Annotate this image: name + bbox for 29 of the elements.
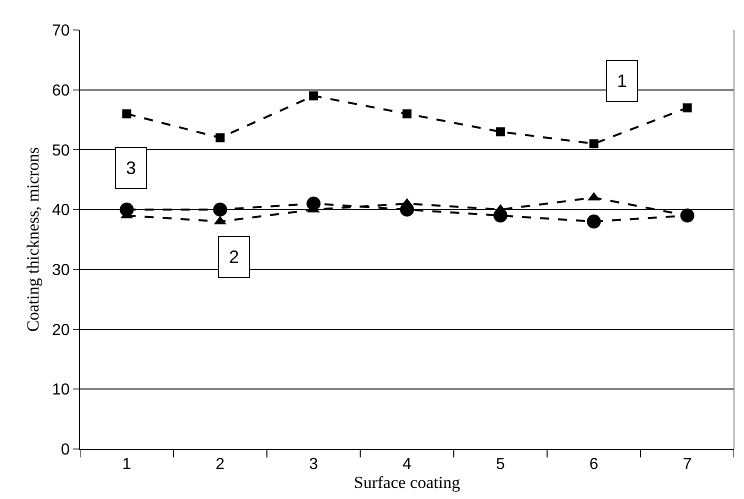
x-tick-label: 1 — [122, 456, 132, 474]
x-axis-title: Surface coating — [354, 473, 461, 492]
series-label: 3 — [126, 158, 136, 178]
y-tick-label: 60 — [52, 82, 70, 100]
y-axis-title: Coating thickness, microns — [24, 147, 43, 332]
series-label: 2 — [229, 247, 240, 267]
y-tick-label: 0 — [60, 442, 70, 459]
point — [402, 109, 412, 118]
point — [309, 91, 318, 100]
x-tick-label: 6 — [589, 456, 598, 474]
y-tick-label: 40 — [52, 202, 70, 220]
point — [216, 133, 225, 142]
point — [213, 202, 228, 217]
x-tick-label: 3 — [309, 456, 318, 474]
x-tick-label: 2 — [216, 456, 225, 474]
y-tick-label: 70 — [52, 22, 70, 40]
y-tick-label: 30 — [52, 262, 70, 280]
x-tick-label: 5 — [496, 456, 505, 474]
y-tick-label: 20 — [52, 322, 70, 339]
y-tick-label: 50 — [52, 142, 70, 160]
point — [589, 139, 598, 148]
point — [586, 214, 601, 229]
point — [122, 109, 132, 118]
x-tick-label: 7 — [682, 456, 692, 474]
point — [682, 103, 692, 112]
x-tick-label: 4 — [402, 456, 412, 474]
point — [496, 127, 505, 136]
y-tick-label: 10 — [52, 382, 70, 399]
text: 1 — [617, 71, 628, 91]
